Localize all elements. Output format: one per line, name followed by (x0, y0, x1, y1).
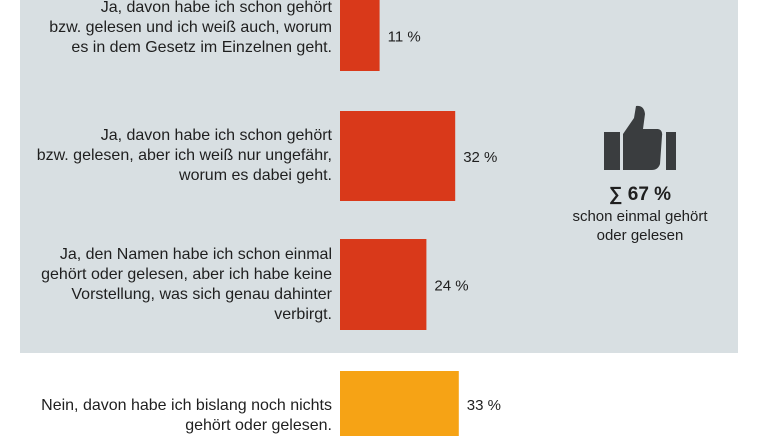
summary-caption: schon einmal gehört oder gelesen (572, 208, 708, 244)
summary-block: ∑ 67 % schon einmal gehört oder gelesen (565, 104, 715, 245)
thumbs-up-icon (604, 105, 676, 170)
value-label-3: 24 % (434, 278, 468, 295)
bar-3 (340, 239, 427, 330)
value-label-1: 11 % (388, 29, 421, 46)
category-label-3: Ja, den Namen habe ich schon einmal gehö… (41, 245, 332, 323)
bar-2 (340, 111, 456, 201)
bar-4 (340, 371, 459, 436)
category-label-4: Nein, davon habe ich bislang noch nichts… (41, 397, 332, 434)
value-label-4: 33 % (467, 397, 501, 414)
value-label-2: 32 % (463, 149, 497, 166)
summary-total: ∑ 67 % (608, 184, 672, 205)
bar-1 (340, 0, 380, 71)
category-label-2: Ja, davon habe ich schon gehört bzw. gel… (36, 127, 332, 184)
category-label-1: Ja, davon habe ich schon gehört bzw. gel… (49, 0, 332, 56)
